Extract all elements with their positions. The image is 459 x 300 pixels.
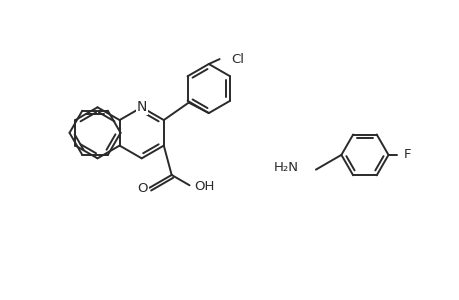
- Text: OH: OH: [194, 180, 214, 193]
- Text: O: O: [137, 182, 148, 195]
- Text: H₂N: H₂N: [273, 161, 298, 174]
- Text: Cl: Cl: [231, 52, 244, 66]
- Text: F: F: [403, 148, 411, 161]
- Text: N: N: [136, 100, 146, 114]
